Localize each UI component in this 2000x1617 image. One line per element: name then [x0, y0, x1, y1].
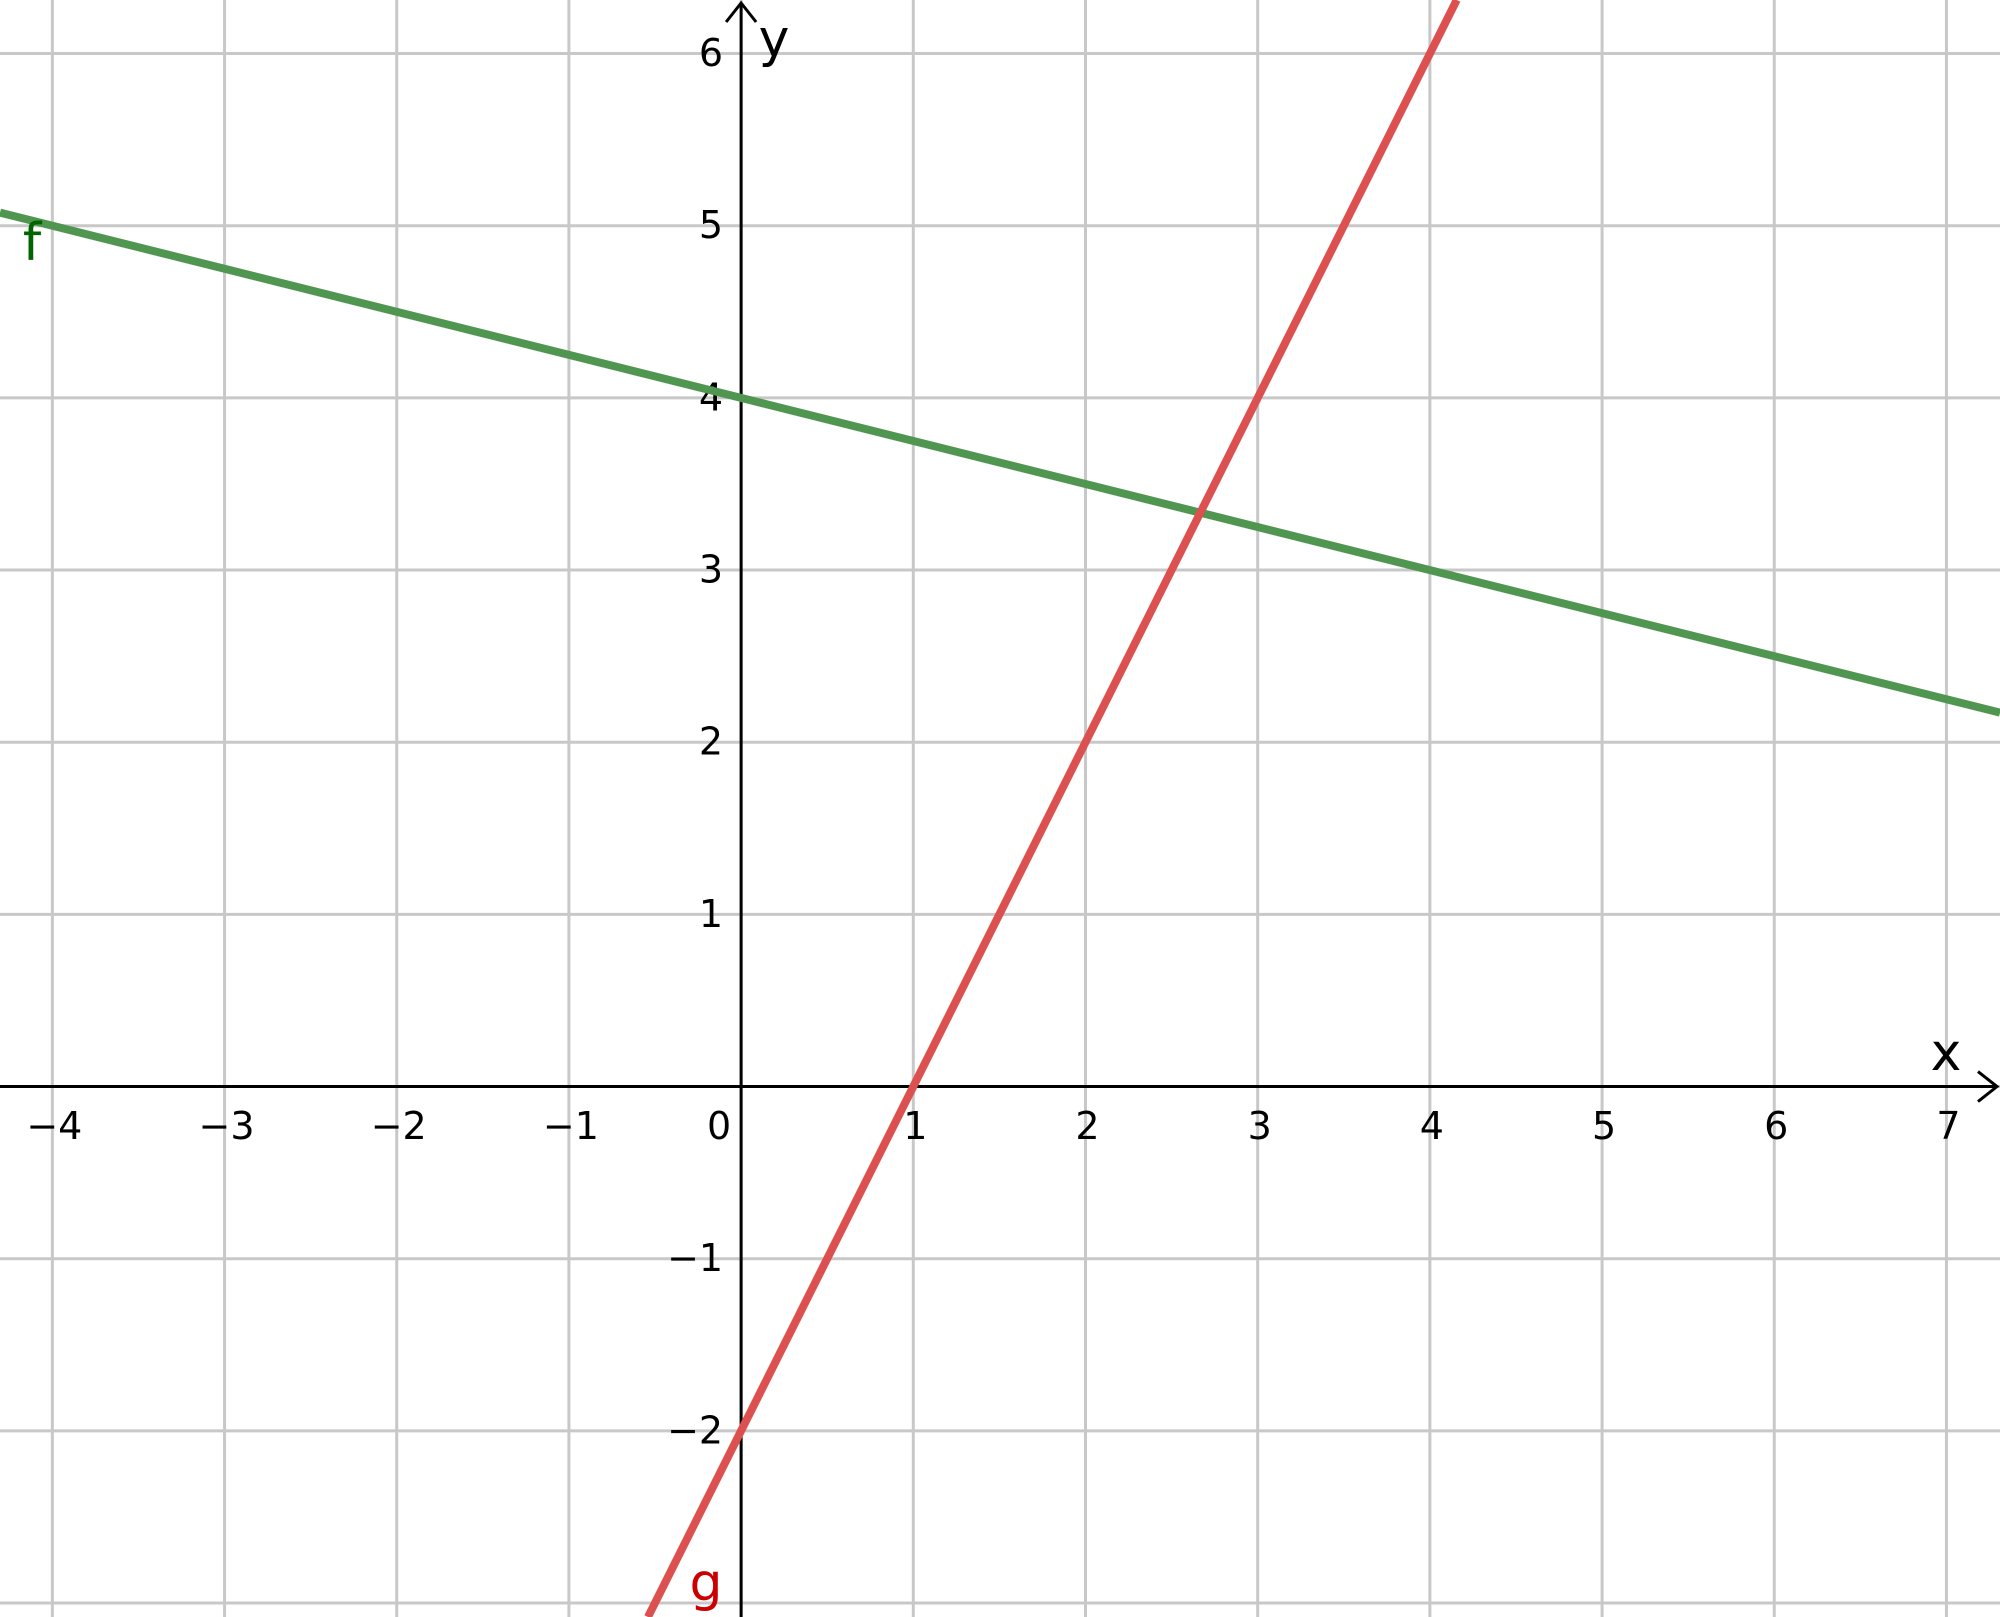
function-line	[644, 0, 1461, 1617]
y-tick-label: 2	[699, 720, 723, 764]
x-axis-arrow	[1977, 1070, 2000, 1103]
y-tick-label: 4	[699, 375, 723, 419]
y-tick-label: −1	[667, 1236, 723, 1280]
y-tick-label: −2	[667, 1408, 723, 1452]
x-tick-label: 5	[1592, 1104, 1616, 1148]
x-tick-label: −2	[371, 1104, 427, 1148]
x-tick-label: 7	[1936, 1104, 1960, 1148]
function-name: f	[23, 213, 43, 273]
x-tick-label: −1	[543, 1104, 599, 1148]
function-name: g	[689, 1553, 722, 1613]
x-tick-label: 4	[1420, 1104, 1444, 1148]
x-tick-label: 0	[707, 1104, 731, 1148]
x-tick-label: 3	[1248, 1104, 1272, 1148]
y-axis-label: y	[759, 9, 790, 69]
y-axis-arrow	[724, 0, 758, 23]
x-tick-label: −4	[26, 1104, 82, 1148]
y-tick-label: 6	[699, 31, 723, 75]
x-tick-label: 2	[1075, 1104, 1099, 1148]
x-tick-label: −3	[199, 1104, 255, 1148]
x-axis-label: x	[1931, 1023, 1962, 1083]
y-tick-label: 3	[699, 548, 723, 592]
x-tick-label: 1	[903, 1104, 927, 1148]
y-tick-label: 1	[699, 892, 723, 936]
function-line	[0, 208, 2000, 717]
y-tick-label: 5	[699, 203, 723, 247]
x-tick-label: 6	[1764, 1104, 1788, 1148]
